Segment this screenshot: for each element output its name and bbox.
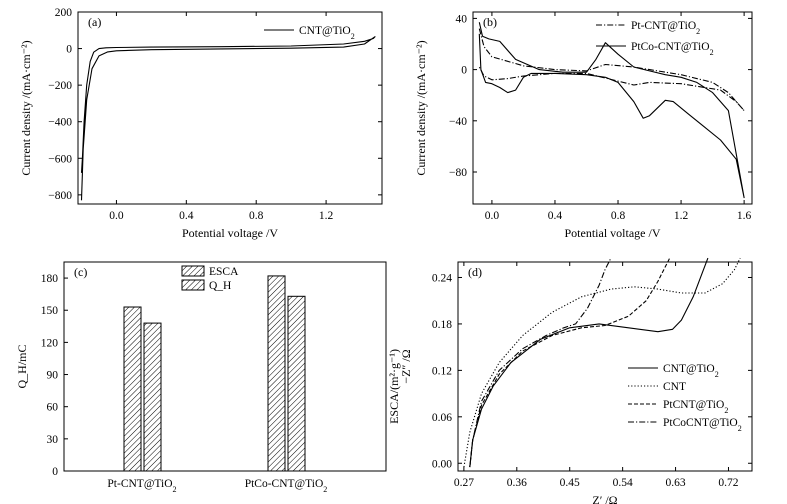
series-line-d-ptcnt-tio2 xyxy=(469,257,671,468)
y-tick-label-c: 60 xyxy=(47,402,59,414)
x-tick-label-d: 0.27 xyxy=(454,477,474,489)
series-line-b-pt-cnt-tio2 xyxy=(478,28,745,112)
legend-swatch-c xyxy=(181,279,205,291)
series-line-b-ptco-cnt-tio2 xyxy=(478,22,745,199)
y-tick-label-c: 180 xyxy=(41,273,59,285)
series-line-d-ptcocnt-tio2 xyxy=(469,257,612,468)
y-tick-label-a: −200 xyxy=(48,80,72,92)
y-tick-label-d: 0.00 xyxy=(432,458,452,470)
x-axis-label-d: Z′ /Ω xyxy=(592,493,617,504)
y-tick-label-d: 0.12 xyxy=(432,365,452,377)
x-tick-label-b: 1.6 xyxy=(737,210,752,222)
y-axis-label-c: Q_H/mC xyxy=(15,344,29,388)
y-tick-label-b: 0 xyxy=(461,65,467,77)
x-tick-label-a: 0.4 xyxy=(179,210,194,222)
bar-q-h xyxy=(143,322,162,472)
x-tick-label-d: 0.36 xyxy=(507,477,527,489)
plot-frame-b xyxy=(472,11,753,205)
panel-label-b: (b) xyxy=(483,15,497,29)
panel-label-a: (a) xyxy=(88,15,101,29)
x-tick-label-b: 1.2 xyxy=(674,210,689,222)
y-tick-label-c: 120 xyxy=(41,337,59,349)
y-tick-label-c: 30 xyxy=(47,434,59,446)
bar-esca xyxy=(267,275,286,472)
panel-label-d: (d) xyxy=(468,265,482,279)
x-tick-label-d: 0.45 xyxy=(560,477,580,489)
legend-label-c: ESCA xyxy=(209,266,239,278)
x-axis-label-b: Potential voltage /V xyxy=(565,226,661,240)
y-tick-label-a: 0 xyxy=(66,44,72,56)
y-tick-label-a: −800 xyxy=(48,190,72,202)
x-tick-label-d: 0.54 xyxy=(613,477,633,489)
legend-label-d: PtCNT@TiO2 xyxy=(663,399,728,415)
bar-q-h xyxy=(287,295,306,472)
legend-label-d: CNT xyxy=(663,381,686,393)
y-axis-label-a: Current density /(mA·cm⁻²) xyxy=(19,40,33,175)
plot-frame-a xyxy=(77,11,383,205)
y-tick-label-d: 0.18 xyxy=(432,319,452,331)
y-axis-label-right-c: ESCA/(m²·g⁻¹) xyxy=(387,349,401,424)
y-tick-label-b: 40 xyxy=(456,13,468,25)
bar-esca xyxy=(123,306,142,472)
series-line-d-cnt xyxy=(463,257,741,468)
x-tick-label-d: 0.63 xyxy=(665,477,685,489)
x-category-label-c: PtCo-CNT@TiO2 xyxy=(245,478,328,494)
x-tick-label-b: 0.4 xyxy=(548,210,563,222)
x-tick-label-b: 0.8 xyxy=(611,210,626,222)
y-tick-label-d: 0.24 xyxy=(432,272,452,284)
x-axis-label-a: Potential voltage /V xyxy=(182,226,278,240)
plot-frame-d xyxy=(457,261,753,472)
y-tick-label-b: −80 xyxy=(449,167,467,179)
legend-label-a: CNT@TiO2 xyxy=(299,25,355,41)
x-category-label-c: Pt-CNT@TiO2 xyxy=(107,478,176,494)
y-tick-label-b: −40 xyxy=(449,116,467,128)
y-tick-label-c: 150 xyxy=(41,305,59,317)
y-tick-label-a: −400 xyxy=(48,117,72,129)
legend-label-d: PtCoCNT@TiO2 xyxy=(663,417,742,433)
legend-label-b: Pt-CNT@TiO2 xyxy=(631,20,700,36)
legend-swatch-c xyxy=(181,265,205,277)
legend-label-c: Q_H xyxy=(209,280,231,292)
y-axis-label-b: Current density /(mA·cm⁻²) xyxy=(414,40,428,175)
y-axis-label-d: −Z″ /Ω xyxy=(399,349,413,383)
panel-label-c: (c) xyxy=(74,265,87,279)
y-tick-label-c: 90 xyxy=(47,370,59,382)
x-tick-label-b: 0.0 xyxy=(485,210,500,222)
y-tick-label-c: 0 xyxy=(52,466,58,478)
y-tick-label-a: −600 xyxy=(48,153,72,165)
y-tick-label-a: 200 xyxy=(55,7,73,19)
y-tick-label-d: 0.06 xyxy=(432,412,452,424)
legend-label-d: CNT@TiO2 xyxy=(663,363,719,379)
x-tick-label-d: 0.72 xyxy=(718,477,738,489)
x-tick-label-a: 1.2 xyxy=(319,210,334,222)
series-line-d-cnt-tio2 xyxy=(469,257,709,468)
legend-label-b: PtCo-CNT@TiO2 xyxy=(631,41,714,57)
x-tick-label-a: 0.0 xyxy=(109,210,124,222)
x-tick-label-a: 0.8 xyxy=(249,210,264,222)
plot-frame-c xyxy=(63,261,387,472)
series-line-a-cnt-tio2 xyxy=(80,36,376,201)
